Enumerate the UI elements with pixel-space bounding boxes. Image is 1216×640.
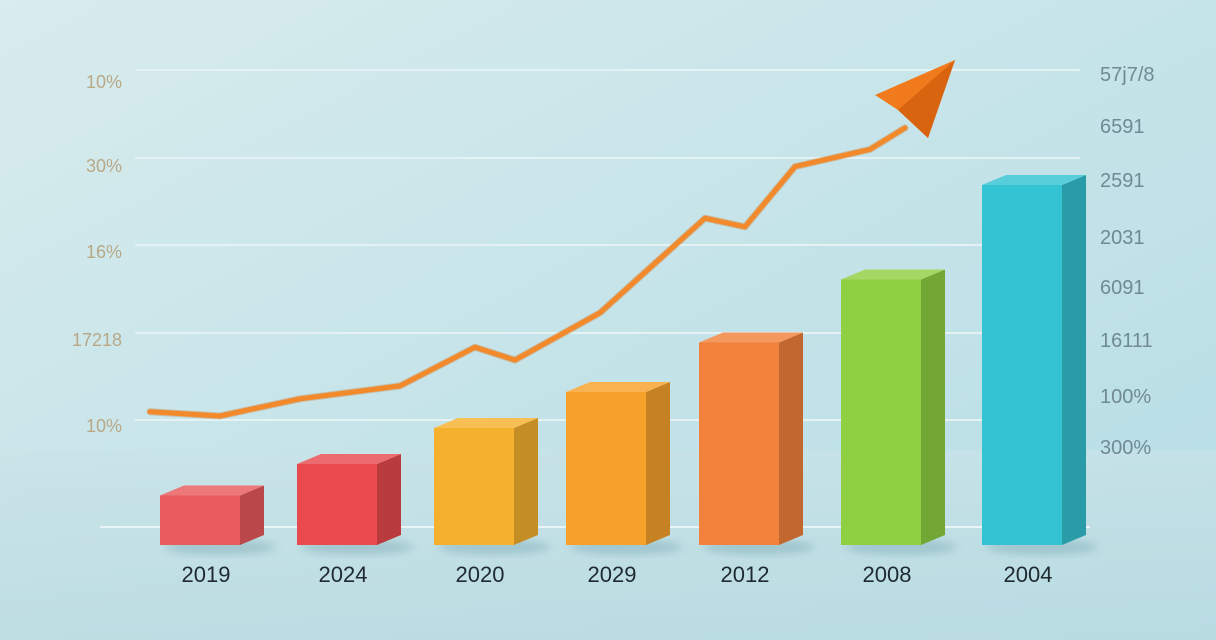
- bar-top: [841, 269, 945, 280]
- right-tick-label: 57j7/8: [1100, 64, 1155, 86]
- left-tick-label: 17218: [72, 330, 122, 350]
- bar-side: [1062, 175, 1086, 545]
- bar-series: [160, 175, 1098, 555]
- bar-2008: [841, 269, 957, 555]
- x-tick-label: 2008: [863, 562, 912, 587]
- x-tick-label: 2012: [721, 562, 770, 587]
- x-tick-label: 2019: [182, 562, 231, 587]
- bar-front: [699, 342, 779, 545]
- line-series: [146, 60, 955, 420]
- left-tick-label: 10%: [86, 416, 122, 436]
- left-axis: 10% 30% 16% 17218 10%: [72, 72, 122, 436]
- x-tick-label: 2020: [456, 562, 505, 587]
- trend-line: [147, 125, 908, 419]
- bar-2020: [434, 418, 550, 555]
- bar-2004: [982, 175, 1098, 555]
- right-tick-label: 6091: [1100, 277, 1145, 299]
- bar-side: [377, 454, 401, 545]
- bar-front: [160, 495, 240, 545]
- left-tick-label: 30%: [86, 156, 122, 176]
- bar-top: [434, 418, 538, 428]
- x-tick-label: 2004: [1004, 562, 1053, 587]
- bar-2029: [566, 382, 682, 555]
- bar-side: [646, 382, 670, 545]
- bar-front: [982, 185, 1062, 545]
- right-tick-label: 16111: [1100, 330, 1153, 352]
- bar-front: [841, 279, 921, 545]
- right-tick-label: 2031: [1100, 227, 1145, 249]
- trend-arrowhead-shade: [898, 60, 955, 138]
- x-axis: 2019 2024 2020 2029 2012 2008 2004: [182, 562, 1053, 587]
- bar-front: [434, 428, 514, 545]
- x-tick-label: 2029: [588, 562, 637, 587]
- bar-top: [297, 454, 401, 464]
- left-tick-label: 10%: [86, 72, 122, 92]
- right-tick-label: 2591: [1100, 170, 1145, 192]
- right-tick-label: 6591: [1100, 116, 1145, 138]
- bar-front: [566, 392, 646, 545]
- bar-2012: [699, 332, 815, 555]
- right-tick-label: 300%: [1100, 437, 1151, 459]
- bar-side: [240, 485, 264, 545]
- bar-top: [160, 485, 264, 496]
- right-axis: 57j7/8 6591 2591 2031 6091 16111 100% 300%: [1100, 64, 1155, 459]
- bar-side: [921, 269, 945, 545]
- bar-top: [982, 175, 1086, 185]
- bar-2019: [160, 485, 276, 555]
- left-tick-label: 16%: [86, 242, 122, 262]
- bar-front: [297, 464, 377, 545]
- bar-side: [779, 332, 803, 545]
- x-tick-label: 2024: [319, 562, 368, 587]
- bar-top: [566, 382, 670, 392]
- bar-top: [699, 332, 803, 343]
- bar-side: [514, 418, 538, 545]
- bar-2024: [297, 454, 413, 555]
- right-tick-label: 100%: [1100, 386, 1151, 408]
